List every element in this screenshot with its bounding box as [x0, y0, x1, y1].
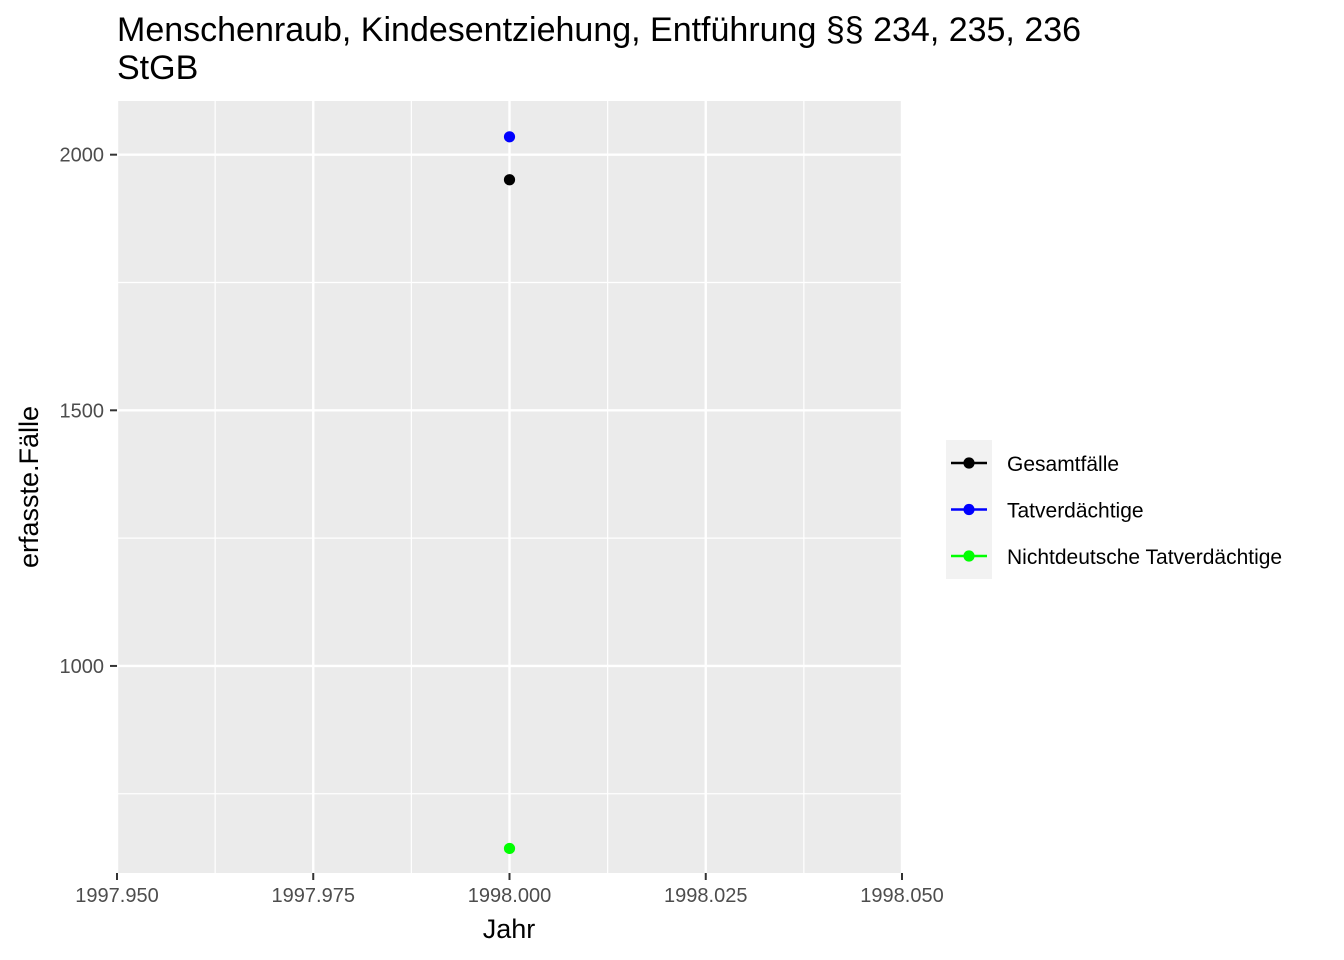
data-points: [503, 131, 516, 855]
y-tick-label: 1500: [60, 400, 105, 422]
x-tick-label: 1998.050: [860, 885, 943, 907]
legend-key-point: [963, 550, 975, 562]
chart-title-line-1: Menschenraub, Kindesentziehung, Entführu…: [117, 11, 1081, 49]
grid-major: [115, 101, 904, 873]
x-tick-label: 1997.975: [272, 885, 355, 907]
data-point: [503, 174, 516, 186]
legend: Gesamtfälle Tatverdächtige Nichtdeutsche T…: [946, 440, 1282, 579]
x-tick-label: 1997.950: [75, 885, 158, 907]
legend-key-point: [963, 457, 975, 469]
y-tick-label: 2000: [60, 145, 105, 167]
x-tick-label: 1998.025: [664, 885, 747, 907]
legend-key-point: [963, 503, 975, 516]
data-point: [503, 842, 516, 855]
chart-title-line-2: StGB: [117, 49, 198, 87]
legend-label: Gesamtfälle: [1007, 453, 1119, 476]
data-point: [503, 131, 516, 143]
legend-label: Nichtdeutsche Tatverdächtige: [1007, 546, 1282, 569]
y-tick-label: 1000: [60, 656, 105, 678]
x-axis-title: Jahr: [483, 914, 536, 944]
x-axis: 1997.950 1997.975 1998.000 1998.025 1998.050: [75, 873, 944, 907]
y-axis-title: erfasste.Fälle: [14, 406, 44, 568]
y-axis: 1000 1500 2000: [60, 145, 117, 678]
legend-label: Tatverdächtige: [1007, 500, 1144, 523]
x-tick-label: 1998.000: [468, 885, 551, 907]
